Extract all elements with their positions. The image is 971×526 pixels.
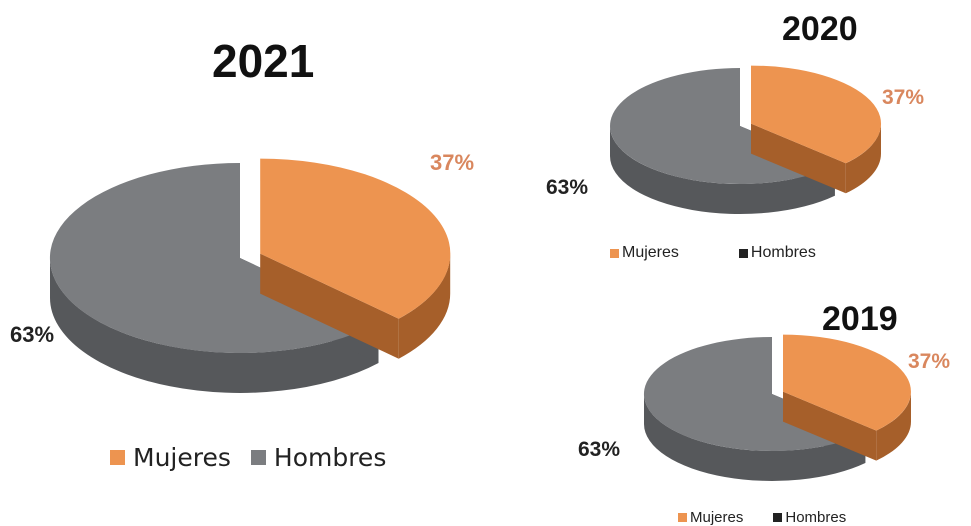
mujeres-swatch xyxy=(110,450,125,465)
mujeres-slice-side xyxy=(845,123,881,194)
pie-2020 xyxy=(610,65,882,215)
mujeres-percent-label: 37% xyxy=(430,150,475,175)
hombres-percent-label: 63% xyxy=(10,322,55,347)
chart-title: 2020 xyxy=(782,10,858,48)
mujeres-slice-wall xyxy=(783,391,877,461)
pie-2021 xyxy=(49,158,451,393)
mujeres-slice-wall xyxy=(751,123,846,194)
mujeres-slice-side xyxy=(876,391,911,461)
mujeres-slice xyxy=(260,158,451,319)
hombres-swatch xyxy=(250,450,266,465)
legend-label-mujeres: Mujeres xyxy=(622,244,679,261)
legend-item-hombres: Hombres xyxy=(773,509,846,526)
legend-label-hombres: Hombres xyxy=(273,443,387,472)
legend-label-hombres: Hombres xyxy=(750,244,816,261)
pie-2019 xyxy=(643,334,911,481)
hombres-slice-side xyxy=(610,126,835,215)
mujeres-percent-label: 37% xyxy=(882,86,925,109)
legend: Mujeres Hombres xyxy=(610,244,816,262)
mujeres-slice xyxy=(783,334,911,431)
chart-title: 2019 xyxy=(822,300,898,338)
hombres-slice-side xyxy=(644,394,866,481)
legend-item-hombres: Hombres xyxy=(738,244,816,262)
hombres-percent-label: 63% xyxy=(546,176,589,199)
hombres-swatch xyxy=(738,248,748,258)
legend-item-mujeres: Mujeres xyxy=(110,443,231,472)
legend-item-mujeres: Mujeres xyxy=(610,244,679,262)
legend: Mujeres Hombres xyxy=(678,509,846,526)
legend-item-mujeres: Mujeres xyxy=(678,509,743,526)
legend-label-hombres: Hombres xyxy=(785,509,847,526)
legend-label-mujeres: Mujeres xyxy=(690,509,744,526)
hombres-percent-label: 63% xyxy=(578,438,621,461)
chart-2019: 2019 37% 63% Mujeres Hombres xyxy=(560,290,971,526)
legend-item-hombres: Hombres xyxy=(250,443,387,472)
legend: Mujeres Hombres xyxy=(110,443,386,472)
legend-label-mujeres: Mujeres xyxy=(133,443,231,472)
chart-2020: 2020 37% 63% Mujeres Hombres xyxy=(530,0,971,280)
chart-title: 2021 xyxy=(212,35,315,87)
hombres-swatch xyxy=(773,513,783,522)
mujeres-slice-side xyxy=(398,253,451,359)
chart-2021: 2021 37% 63% Mujeres Hombres xyxy=(10,35,475,472)
mujeres-percent-label: 37% xyxy=(908,350,951,373)
mujeres-swatch xyxy=(610,248,619,258)
mujeres-swatch xyxy=(678,513,687,522)
mujeres-slice xyxy=(751,65,882,164)
mujeres-slice-wall xyxy=(260,253,399,359)
hombres-slice-side xyxy=(50,258,379,393)
